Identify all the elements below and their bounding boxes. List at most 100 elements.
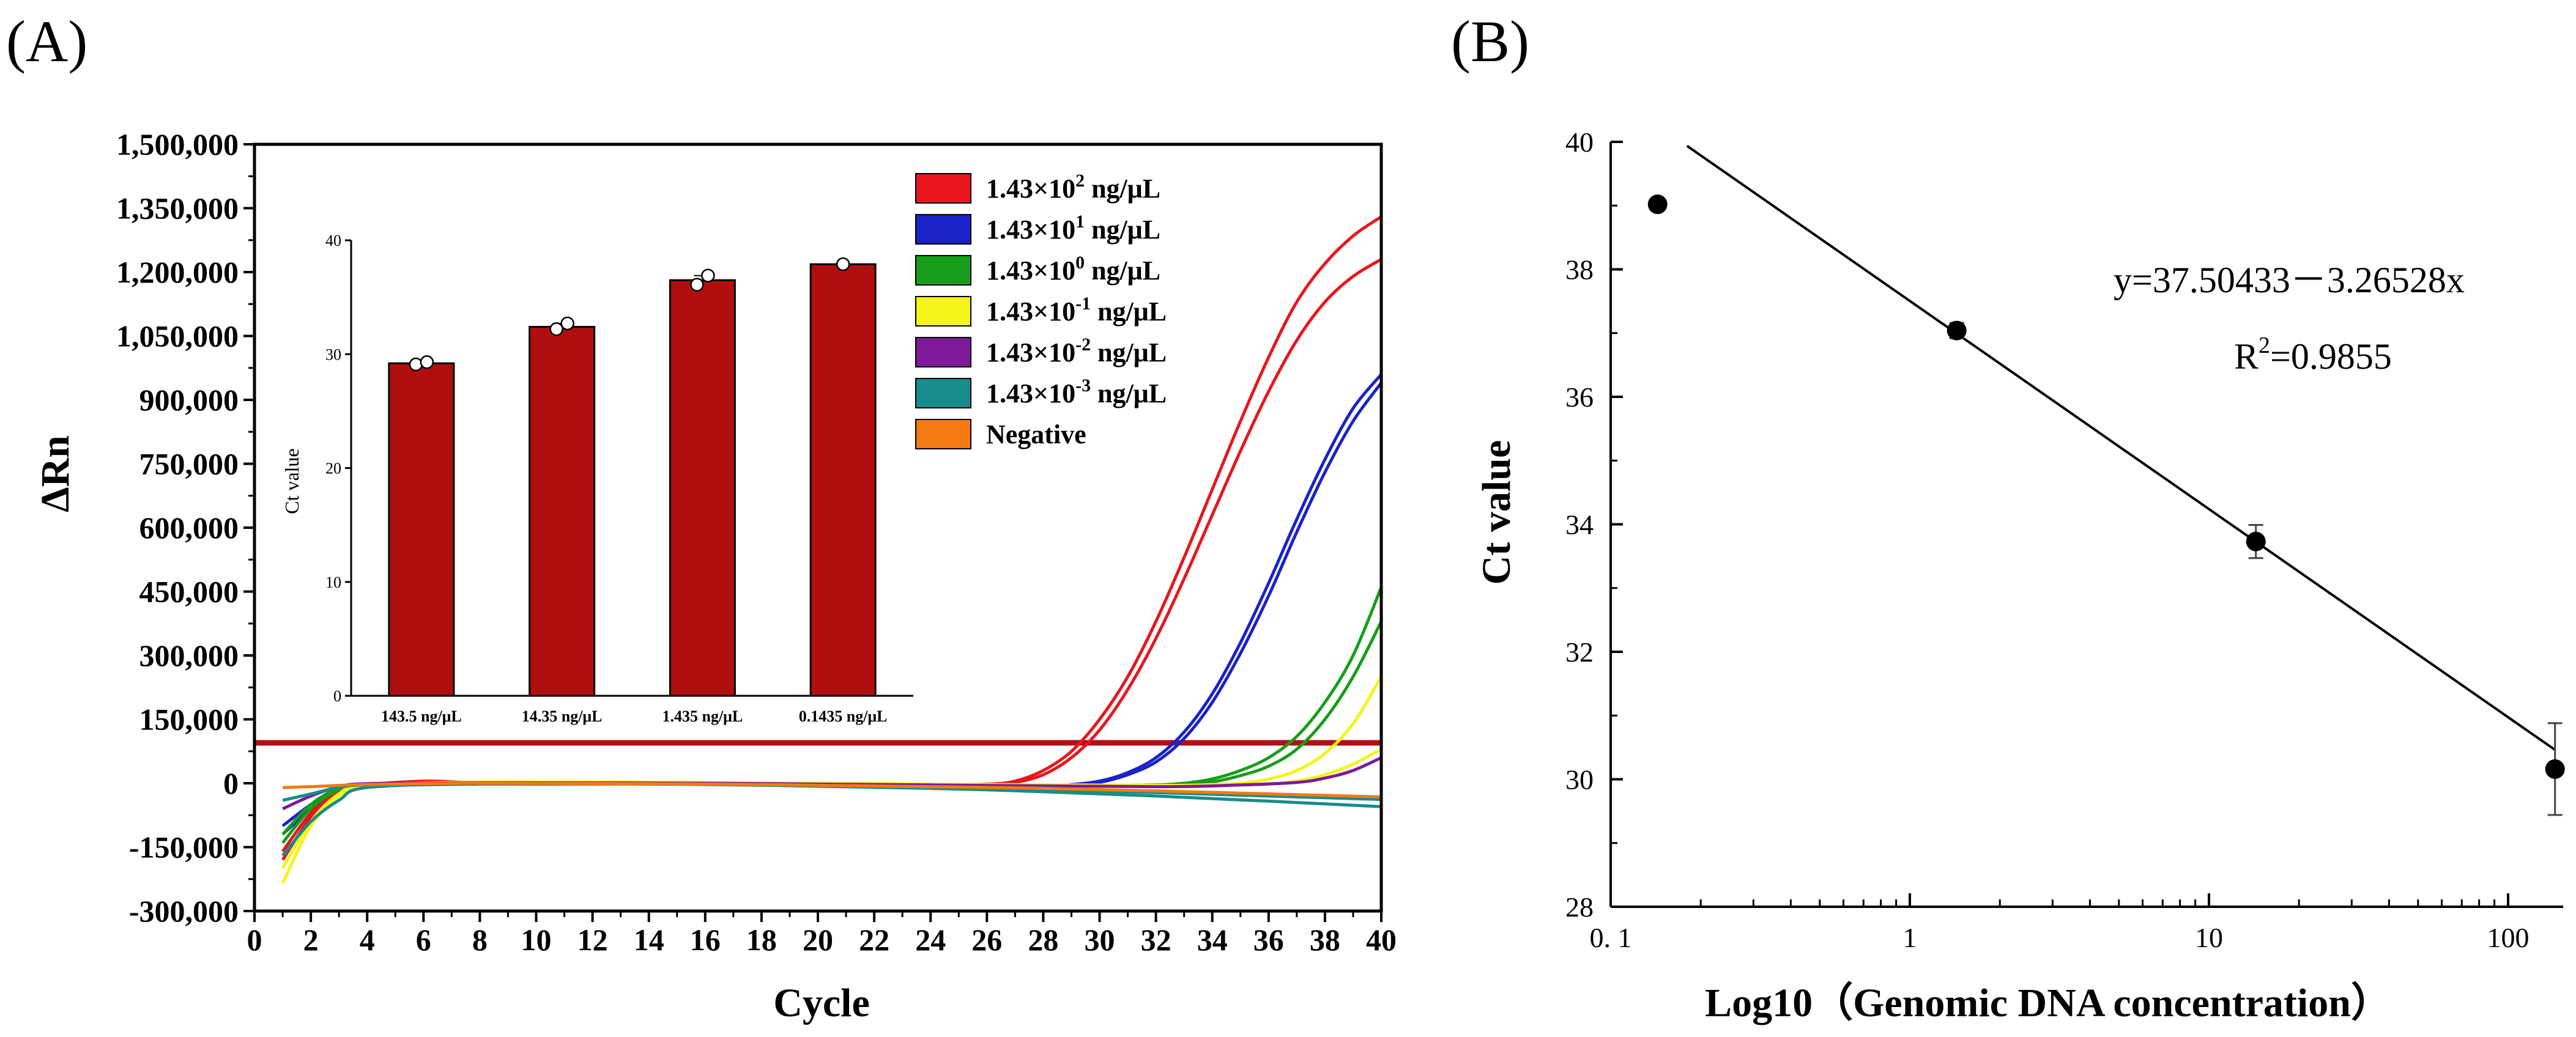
legend-label-exponent: 0 (1075, 253, 1085, 273)
legend-label-base: 1.43×10 (986, 297, 1075, 327)
inset-y-axis-title: Ct value (281, 448, 303, 514)
x-tick-label: 28 (1028, 923, 1058, 957)
legend-label-unit: ng/μL (1085, 215, 1160, 245)
x-tick-label: 26 (971, 923, 1002, 957)
x-tick-label: 0 (247, 923, 262, 957)
y-tick-label: 600,000 (139, 511, 239, 545)
inset-bar-chart: Ct value 0 10 20 30 40 143.5 ng/μL 14.35 ng/μL… (281, 232, 913, 725)
legend-label-exponent: 1 (1075, 212, 1085, 232)
x-tick-label: 22 (859, 923, 889, 957)
inset-bar (809, 263, 877, 697)
b-y-tick-label: 34 (1565, 509, 1594, 541)
inset-category-label: 1.435 ng/μL (662, 707, 743, 725)
inset-y-tick-label: 0 (333, 687, 341, 705)
legend-label-base: 1.43×10 (986, 174, 1075, 204)
b-data-point (2246, 531, 2266, 552)
legend-label: 1.43×102 ng/μL (986, 171, 1160, 204)
y-tick-label: 0 (223, 766, 239, 800)
x-tick-label: 30 (1085, 923, 1115, 957)
inset-category-label: 14.35 ng/μL (522, 707, 603, 725)
legend-label-unit: ng/μL (1085, 256, 1160, 286)
inset-replicate-point (549, 322, 563, 336)
panel-a-plot-frame (253, 142, 1383, 913)
x-tick-label: 12 (577, 923, 608, 957)
legend-label-unit: ng/μL (1085, 174, 1160, 204)
panel-a-legend: 1.43×102 ng/μL1.43×101 ng/μL1.43×100 ng/… (915, 171, 1167, 449)
y-tick-label: -300,000 (129, 894, 239, 928)
y-tick-label: -150,000 (129, 830, 239, 865)
legend-swatch (915, 296, 971, 327)
legend-label: 1.43×101 ng/μL (986, 212, 1160, 245)
legend-label-unit: ng/μL (1091, 338, 1167, 367)
b-data-point (1647, 194, 1668, 215)
legend-label-exponent: -2 (1075, 334, 1091, 355)
inset-replicate-point (690, 278, 704, 292)
inset-bar (669, 279, 736, 697)
inset-category-label: 143.5 ng/μL (381, 707, 462, 725)
x-tick-label: 20 (803, 923, 833, 957)
legend-swatch (915, 378, 971, 408)
b-data-point (2545, 759, 2565, 779)
panel-a-label: (A) (6, 9, 87, 74)
legend-swatch (915, 173, 971, 204)
panel-b-y-axis-title: Ct value (1474, 440, 1519, 585)
b-y-tick-label: 30 (1565, 764, 1594, 795)
b-x-tick-label: 0. 1 (1590, 922, 1632, 953)
legend-label-exponent: 2 (1075, 171, 1085, 191)
y-tick-label: 750,000 (139, 447, 239, 481)
panel-b: (B) Ct value Log10（Genomic DNA concentra… (1451, 9, 2565, 1025)
b-y-tick-label: 28 (1565, 891, 1594, 923)
legend-label-base: Negative (986, 419, 1086, 449)
inset-content: 0 10 20 30 40 143.5 ng/μL 14.35 ng/μL 1.435 ng/… (325, 232, 913, 725)
panel-b-x-axis-title: Log10（Genomic DNA concentration） (1705, 980, 2391, 1025)
x-tick-label: 36 (1253, 923, 1284, 957)
legend-label-base: 1.43×10 (986, 378, 1075, 408)
panel-a: (A) ΔRn Cycle 0 2 4 6 8 10 12 14 16 18 20 22 24 26 28 3… (6, 9, 1397, 1025)
r-squared-label: R2=0.9855 (2234, 333, 2392, 377)
inset-y-tick-label: 30 (325, 345, 341, 363)
legend-swatch (915, 337, 971, 367)
legend-label: 1.43×10-3 ng/μL (986, 375, 1167, 408)
legend-label-base: 1.43×10 (986, 338, 1075, 367)
b-y-tick-label: 38 (1565, 254, 1594, 286)
amplification-curve (283, 781, 1382, 799)
y-tick-label: 150,000 (139, 703, 239, 737)
y-tick-label: 300,000 (139, 638, 239, 673)
panel-a-x-axis-title: Cycle (773, 981, 870, 1025)
inset-y-tick-label: 20 (325, 460, 341, 478)
b-y-tick-label: 36 (1565, 382, 1594, 413)
y-tick-label: 450,000 (139, 575, 239, 609)
inset-bar (388, 362, 455, 697)
b-data-point (1947, 320, 1967, 341)
legend-label-unit: ng/μL (1091, 297, 1167, 327)
legend-swatch (915, 419, 971, 449)
regression-equation: y=37.50433－3.26528x (2114, 260, 2465, 300)
x-tick-label: 8 (472, 923, 488, 957)
panel-a-ticks: 0 2 4 6 8 10 12 14 16 18 20 22 24 26 28 30 32 34 36 38 40-30… (116, 127, 1397, 957)
x-tick-label: 16 (690, 923, 721, 957)
inset-replicate-point (420, 355, 434, 369)
legend-label-base: 1.43×10 (986, 215, 1075, 245)
x-tick-label: 38 (1310, 923, 1340, 957)
legend-label: 1.43×10-2 ng/μL (986, 334, 1167, 367)
y-tick-label: 1,050,000 (116, 319, 239, 353)
r-squared-value: =0.9855 (2270, 336, 2392, 377)
panel-b-ticks: 0. 1 1 10 100 28 30 32 34 36 38 40 (1565, 127, 2530, 953)
legend-label-exponent: -3 (1075, 375, 1091, 396)
x-tick-label: 32 (1141, 923, 1171, 957)
regression-line-group (1686, 145, 2556, 751)
x-tick-label: 10 (521, 923, 552, 957)
x-tick-label: 34 (1197, 923, 1228, 957)
legend-label: 1.43×10-1 ng/μL (986, 293, 1167, 327)
legend-swatch (915, 214, 971, 245)
x-tick-label: 2 (303, 923, 319, 957)
b-y-tick-label: 40 (1565, 127, 1594, 158)
b-x-tick-label: 1 (1903, 922, 1917, 953)
x-tick-label: 18 (746, 923, 777, 957)
inset-category-label: 0.1435 ng/μL (799, 707, 888, 725)
legend-label-unit: ng/μL (1091, 378, 1167, 408)
legend-label-base: 1.43×10 (986, 256, 1075, 286)
x-tick-label: 40 (1366, 923, 1397, 957)
x-tick-label: 14 (634, 923, 664, 957)
